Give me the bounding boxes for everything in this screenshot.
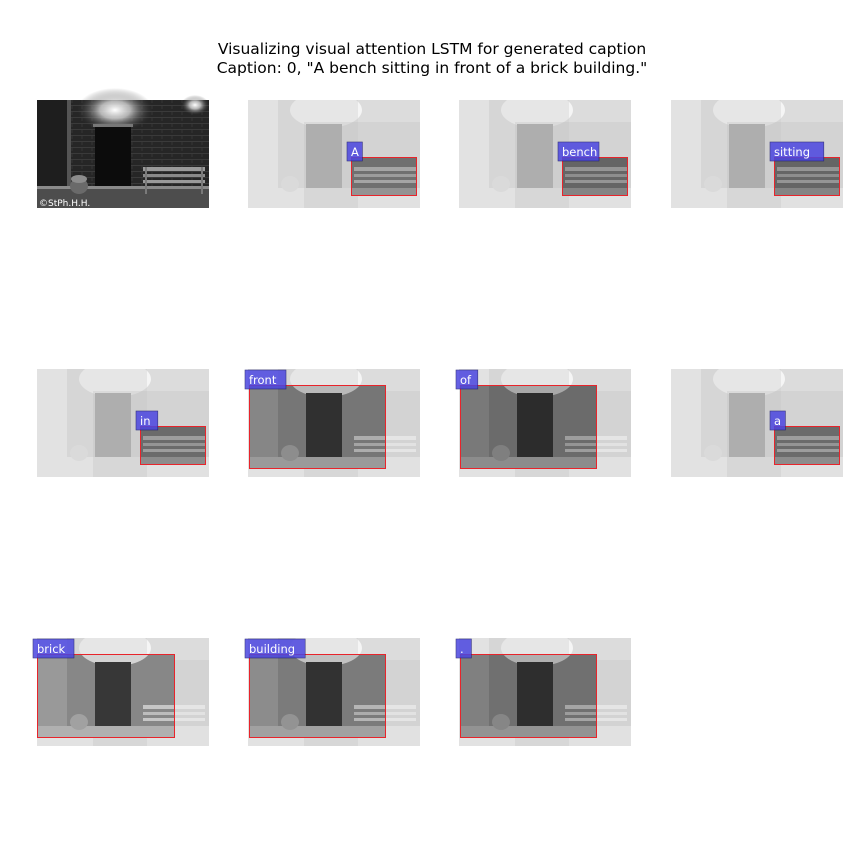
- attention-panel-2: bench: [459, 92, 631, 208]
- attention-map: building: [244, 630, 420, 746]
- word-label: front: [249, 373, 277, 387]
- attention-box: [249, 385, 386, 469]
- attention-map: in: [37, 361, 209, 477]
- attention-map: a: [671, 361, 843, 477]
- attention-panel-3: sitting: [671, 92, 843, 208]
- attention-box: [249, 654, 386, 738]
- word-label: a: [774, 414, 781, 428]
- attention-map: sitting: [671, 92, 843, 208]
- attention-panel-9: building: [244, 630, 420, 746]
- attention-box: [774, 426, 840, 465]
- word-label: bench: [562, 145, 597, 159]
- word-label-background: [769, 410, 786, 431]
- attended-region: [774, 157, 840, 196]
- attention-panel-5: front: [244, 361, 420, 477]
- attention-map: front: [244, 361, 420, 477]
- attended-region: [249, 385, 386, 469]
- word-label: sitting: [774, 145, 810, 159]
- word-label: in: [140, 414, 150, 428]
- attended-region: [37, 654, 175, 738]
- attention-map: of: [455, 361, 631, 477]
- original-image: ©StPh.H.H.: [37, 88, 209, 209]
- word-label-background: [244, 638, 306, 659]
- faded-image: [671, 361, 843, 477]
- word-label: of: [460, 373, 472, 387]
- word-label-background: [455, 369, 479, 390]
- attention-panel-8: brick: [32, 630, 209, 746]
- original-image-panel: ©StPh.H.H.: [37, 88, 209, 209]
- attention-map: bench: [459, 92, 631, 208]
- attention-panel-10: .: [455, 630, 631, 746]
- attention-panel-6: of: [455, 361, 631, 477]
- attended-region: [460, 385, 597, 469]
- attention-box: [460, 654, 597, 738]
- word-label-background: [455, 638, 472, 659]
- word-label-background: [135, 410, 159, 431]
- word-label-background: [346, 141, 363, 162]
- attended-region: [562, 157, 628, 196]
- word-label: building: [249, 642, 295, 656]
- attended-region: [140, 426, 206, 465]
- attention-box: [460, 385, 597, 469]
- faded-image: [248, 92, 420, 208]
- attention-box: [37, 654, 175, 738]
- attention-box: [351, 157, 417, 196]
- word-label-background: [32, 638, 75, 659]
- attended-region: [774, 426, 840, 465]
- watermark-text: ©StPh.H.H.: [39, 199, 90, 209]
- word-label-background: [557, 141, 600, 162]
- attention-panel-7: a: [671, 361, 843, 477]
- attended-region: [249, 654, 386, 738]
- word-label: brick: [37, 642, 66, 656]
- word-label-background: [244, 369, 287, 390]
- figure-title: Visualizing visual attention LSTM for ge…: [0, 40, 864, 78]
- word-label: A: [351, 145, 359, 159]
- faded-image: [671, 92, 843, 208]
- figure-title-line1: Visualizing visual attention LSTM for ge…: [217, 40, 647, 58]
- attention-box: [140, 426, 206, 465]
- attention-panel-1: A: [248, 92, 420, 208]
- word-label-background: [769, 141, 825, 162]
- attended-region: [351, 157, 417, 196]
- attention-map: brick: [32, 630, 209, 746]
- attention-map: .: [455, 630, 631, 746]
- attention-map: A: [248, 92, 420, 208]
- attended-region: [460, 654, 597, 738]
- figure-caption-line2: Caption: 0, "A bench sitting in front of…: [216, 59, 648, 77]
- attention-panel-4: in: [37, 361, 209, 477]
- word-label: .: [460, 642, 464, 656]
